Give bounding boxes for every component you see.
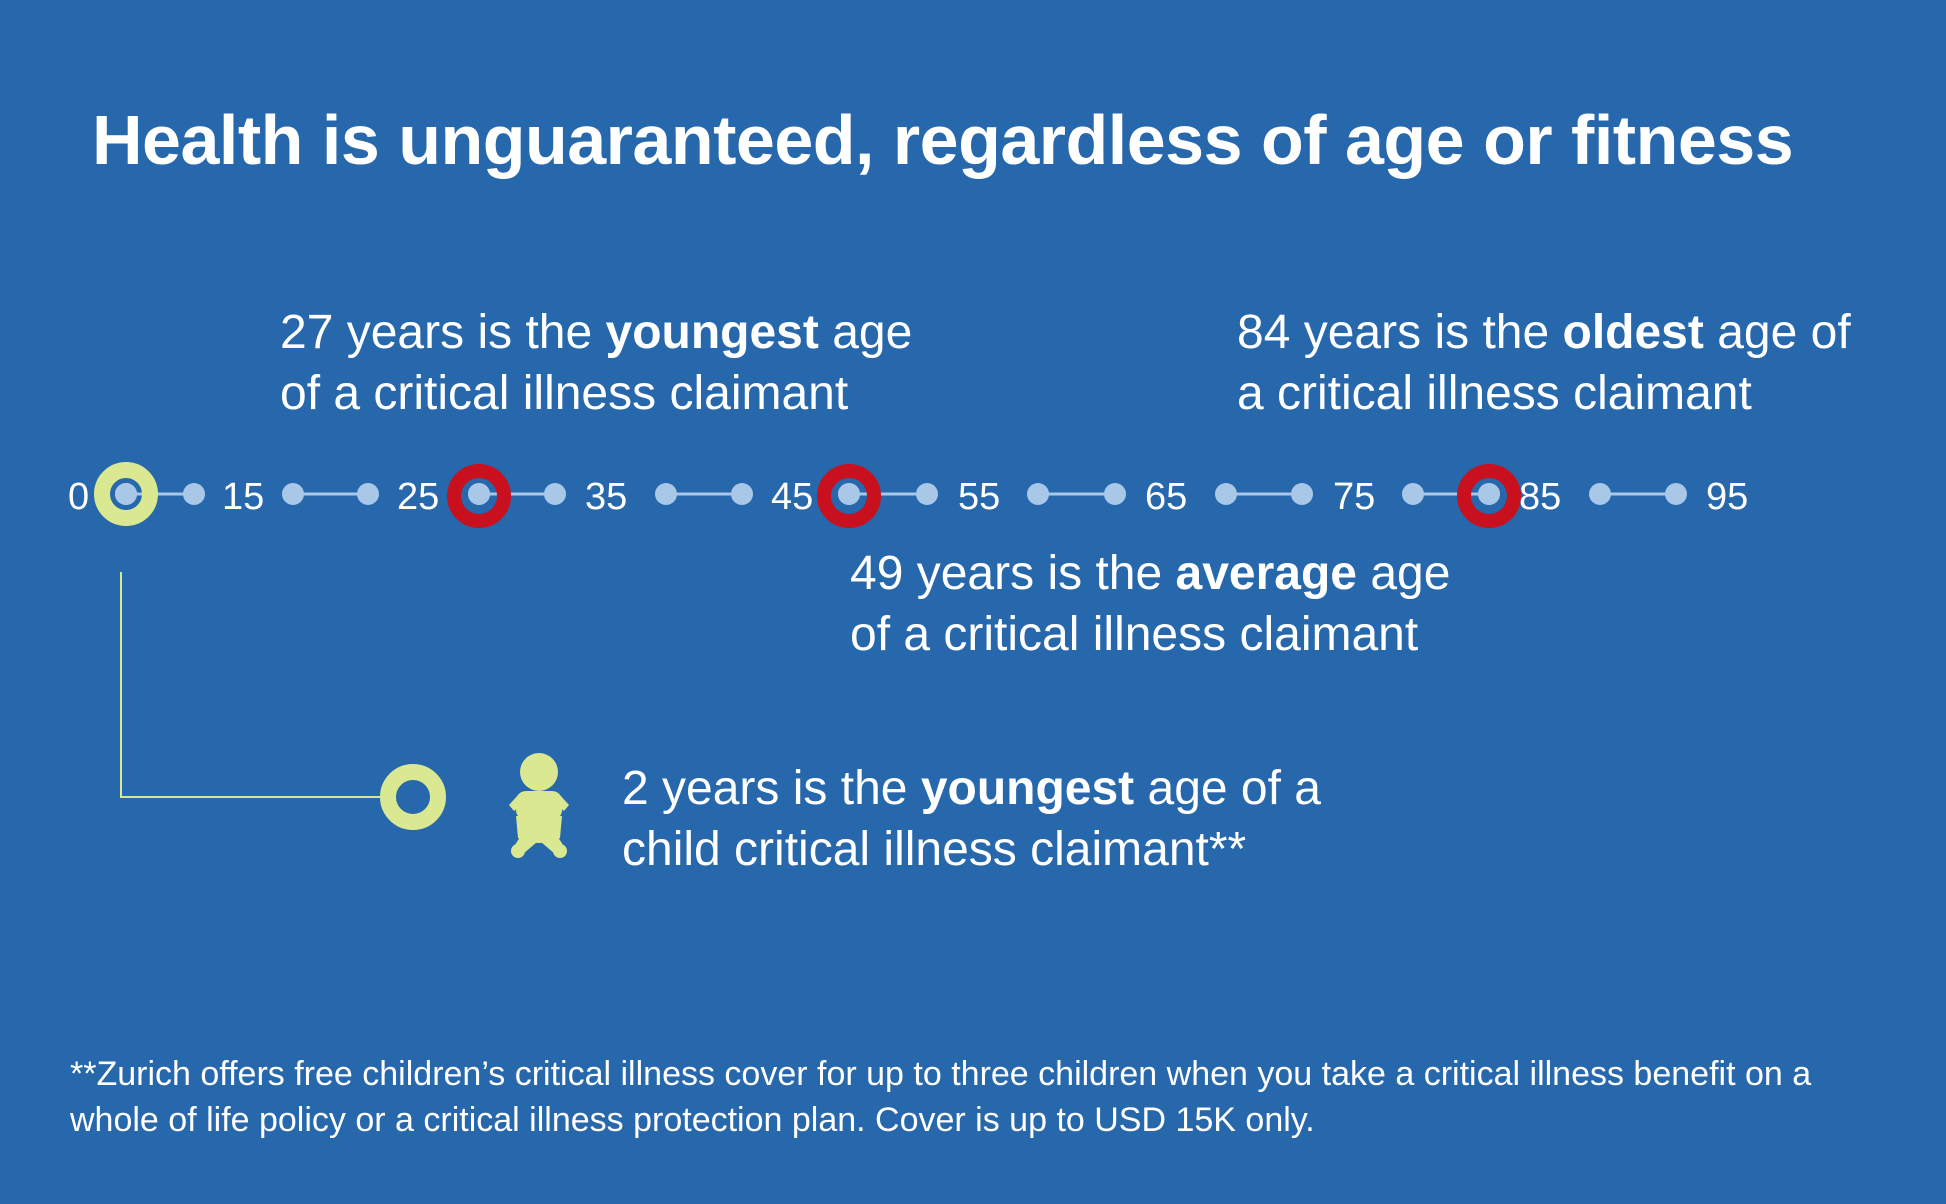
callout-youngest-post: age	[818, 306, 913, 359]
segment-dot	[1215, 483, 1237, 505]
highlight-oldest-84	[1457, 464, 1521, 528]
tick-label-35: 35	[585, 476, 627, 518]
callout-average-line1: 49 years is the average age	[850, 543, 1450, 604]
tick-label-75: 75	[1333, 476, 1375, 518]
segment-dot	[1402, 483, 1424, 505]
segment-dot	[1291, 483, 1313, 505]
callout-youngest-age: 27 years is the youngest age of a critic…	[280, 302, 912, 424]
highlight-youngest-27	[447, 464, 511, 528]
tick-label-55: 55	[958, 476, 1000, 518]
segment-dot	[1104, 483, 1126, 505]
highlight-ring	[1457, 464, 1521, 528]
highlight-dot	[1478, 483, 1500, 505]
segment-dot	[357, 483, 379, 505]
segment-8	[1589, 483, 1687, 505]
segment-dot	[1665, 483, 1687, 505]
segment-dot	[544, 483, 566, 505]
callout-average-age: 49 years is the average age of a critica…	[850, 543, 1450, 665]
highlight-average-49	[817, 464, 881, 528]
callout-child-line1: 2 years is the youngest age of a	[622, 758, 1321, 819]
callout-oldest-number: 84	[1237, 306, 1291, 359]
segment-dot	[282, 483, 304, 505]
start-marker-dot	[115, 483, 137, 505]
tick-label-25: 25	[397, 476, 439, 518]
callout-child-age: 2 years is the youngest age of a child c…	[622, 758, 1321, 880]
highlight-ring	[447, 464, 511, 528]
segment-5	[1027, 483, 1126, 505]
timeline-segments	[115, 483, 1687, 505]
start-marker	[94, 462, 158, 526]
page-title: Health is unguaranteed, regardless of ag…	[92, 101, 1794, 179]
segment-dot	[916, 483, 938, 505]
tick-label-65: 65	[1145, 476, 1187, 518]
callout-child-line2: child critical illness claimant**	[622, 823, 1247, 876]
start-marker-ring	[94, 462, 158, 526]
callout-average-pre: years is the	[903, 547, 1176, 600]
tick-label-85: 85	[1519, 476, 1561, 518]
callout-average-line2: of a critical illness claimant	[850, 608, 1419, 661]
callout-youngest-line1: 27 years is the youngest age	[280, 302, 912, 363]
tick-label-95: 95	[1706, 476, 1748, 518]
callout-average-number: 49	[850, 547, 904, 600]
callout-oldest-age: 84 years is the oldest age of a critical…	[1237, 302, 1851, 424]
child-marker-ring	[380, 764, 446, 830]
segment-dot	[183, 483, 205, 505]
callout-youngest-pre: years is the	[333, 306, 606, 359]
callout-youngest-number: 27	[280, 306, 334, 359]
callout-child-post: age of a	[1134, 762, 1322, 815]
segment-dot	[1589, 483, 1611, 505]
callout-oldest-post: age of	[1703, 306, 1851, 359]
callout-youngest-emphasis: youngest	[605, 306, 819, 359]
segment-dot	[1027, 483, 1049, 505]
tick-label-0: 0	[68, 476, 89, 518]
callout-average-post: age	[1356, 547, 1451, 600]
highlight-dot	[838, 483, 860, 505]
segment-1	[282, 483, 379, 505]
highlight-ring	[817, 464, 881, 528]
callout-oldest-pre: years is the	[1290, 306, 1563, 359]
baby-icon	[509, 753, 569, 858]
callout-child-number: 2	[622, 762, 649, 815]
callout-average-emphasis: average	[1175, 547, 1357, 600]
highlight-dot	[468, 483, 490, 505]
tick-label-15: 15	[222, 476, 264, 518]
callout-oldest-line2: a critical illness claimant	[1237, 367, 1752, 420]
footnote: **Zurich offers free children’s critical…	[70, 1055, 1812, 1139]
callout-oldest-line1: 84 years is the oldest age of	[1237, 302, 1851, 363]
callout-child-emphasis: youngest	[920, 762, 1135, 815]
tick-label-45: 45	[771, 476, 813, 518]
callout-child-pre: years is the	[648, 762, 921, 815]
child-connector-line	[120, 572, 380, 798]
segment-3	[655, 483, 753, 505]
callout-youngest-line2: of a critical illness claimant	[280, 367, 849, 420]
callout-oldest-emphasis: oldest	[1562, 306, 1704, 359]
segment-dot	[655, 483, 677, 505]
segment-6	[1215, 483, 1313, 505]
segment-dot	[731, 483, 753, 505]
